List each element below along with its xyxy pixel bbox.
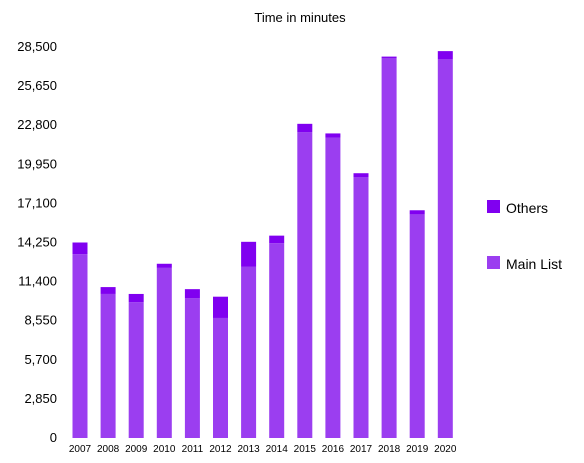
x-tick-label: 2020 [434, 444, 457, 455]
bar-main-list-2008 [100, 293, 116, 438]
bar-main-list-2007 [72, 254, 88, 438]
bar-main-list-2016 [325, 137, 341, 438]
y-tick-label: 2,850 [24, 391, 57, 406]
bar-others-2007 [72, 242, 88, 255]
chart-title: Time in minutes [254, 10, 346, 25]
bar-others-2017 [353, 173, 369, 178]
bar-others-2014 [269, 235, 285, 244]
bar-others-2018 [381, 56, 397, 58]
x-axis: 2007 2008 2009 2010 2011 2012 2013 2014 2015 2016… [69, 444, 457, 455]
y-tick-label: 28,500 [17, 39, 57, 54]
x-tick-label: 2011 [182, 444, 204, 455]
bar-others-2016 [325, 133, 341, 138]
legend: Others Main List [487, 200, 562, 272]
bar-others-2015 [297, 123, 313, 133]
bar-main-list-2010 [156, 267, 172, 438]
bar-main-list-2017 [353, 177, 369, 439]
y-tick-label: 14,250 [17, 235, 57, 250]
bar-others-2012 [213, 296, 228, 318]
x-tick-label: 2007 [69, 444, 92, 455]
x-tick-label: 2018 [378, 444, 401, 455]
bar-main-list-2009 [128, 302, 144, 438]
legend-swatch-main-list [487, 256, 500, 269]
bar-others-2013 [241, 241, 257, 267]
bar-main-list-2015 [297, 132, 313, 439]
y-tick-label: 0 [50, 430, 57, 445]
bar-others-2008 [100, 287, 116, 294]
y-tick-label: 19,950 [17, 156, 57, 171]
bar-main-list-2019 [409, 214, 425, 438]
x-tick-label: 2009 [125, 444, 148, 455]
bar-others-2009 [128, 293, 144, 303]
x-tick-label: 2008 [97, 444, 120, 455]
y-tick-label: 5,700 [24, 352, 57, 367]
y-tick-label: 22,800 [17, 117, 57, 132]
bar-others-2019 [409, 210, 425, 215]
legend-label-main-list: Main List [506, 256, 562, 272]
bar-main-list-2014 [269, 243, 285, 438]
y-tick-label: 8,550 [24, 313, 57, 328]
bar-main-list-2020 [437, 59, 453, 438]
bar-main-list-2012 [213, 317, 228, 438]
x-tick-label: 2016 [322, 444, 345, 455]
bar-main-list-2011 [184, 298, 200, 438]
bar-main-list-2013 [241, 266, 257, 438]
x-tick-label: 2012 [209, 444, 232, 455]
y-tick-label: 17,100 [17, 195, 57, 210]
y-tick-label: 11,400 [18, 274, 57, 289]
bars [72, 51, 453, 439]
legend-label-others: Others [506, 200, 548, 216]
bar-others-2020 [437, 51, 453, 60]
x-tick-label: 2014 [266, 444, 289, 455]
bar-others-2011 [184, 289, 200, 299]
x-tick-label: 2010 [153, 444, 176, 455]
x-tick-label: 2019 [406, 444, 429, 455]
x-tick-label: 2015 [294, 444, 317, 455]
legend-swatch-others [487, 200, 500, 213]
y-axis: 0 2,850 5,700 8,550 11,400 14,250 17,100 19,950… [17, 39, 57, 445]
bar-main-list-2018 [381, 57, 397, 439]
x-tick-label: 2013 [237, 444, 260, 455]
x-tick-label: 2017 [350, 444, 373, 455]
y-tick-label: 25,650 [17, 78, 57, 93]
bar-others-2010 [156, 263, 172, 268]
